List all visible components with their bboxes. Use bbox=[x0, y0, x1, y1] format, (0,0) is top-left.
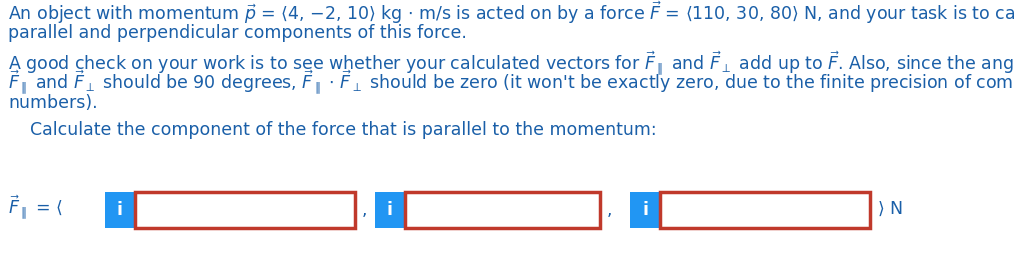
Text: numbers).: numbers). bbox=[8, 94, 97, 112]
FancyBboxPatch shape bbox=[105, 192, 135, 228]
Text: $\vec{F}_{\parallel}$ and $\vec{F}_{\perp}$ should be 90 degrees, $\vec{F}_{\par: $\vec{F}_{\parallel}$ and $\vec{F}_{\per… bbox=[8, 68, 1014, 97]
Text: parallel and perpendicular components of this force.: parallel and perpendicular components of… bbox=[8, 24, 466, 42]
FancyBboxPatch shape bbox=[405, 192, 600, 228]
Text: i: i bbox=[642, 201, 648, 219]
FancyBboxPatch shape bbox=[375, 192, 405, 228]
Text: A good check on your work is to see whether your calculated vectors for $\vec{F}: A good check on your work is to see whet… bbox=[8, 49, 1014, 78]
Text: ,: , bbox=[362, 201, 367, 219]
Text: Calculate the component of the force that is parallel to the momentum:: Calculate the component of the force tha… bbox=[8, 121, 657, 139]
FancyBboxPatch shape bbox=[660, 192, 870, 228]
Text: $\rangle$ N: $\rangle$ N bbox=[877, 200, 902, 218]
FancyBboxPatch shape bbox=[630, 192, 660, 228]
Text: i: i bbox=[387, 201, 393, 219]
Text: i: i bbox=[117, 201, 123, 219]
Text: An object with momentum $\vec{p}$ = $\langle$4, $-$2, 10$\rangle$ kg $\cdot$ m/s: An object with momentum $\vec{p}$ = $\la… bbox=[8, 0, 1014, 26]
FancyBboxPatch shape bbox=[135, 192, 355, 228]
Text: ,: , bbox=[607, 201, 612, 219]
Text: $\vec{F}_{\parallel}$ = $\langle$: $\vec{F}_{\parallel}$ = $\langle$ bbox=[8, 193, 63, 222]
